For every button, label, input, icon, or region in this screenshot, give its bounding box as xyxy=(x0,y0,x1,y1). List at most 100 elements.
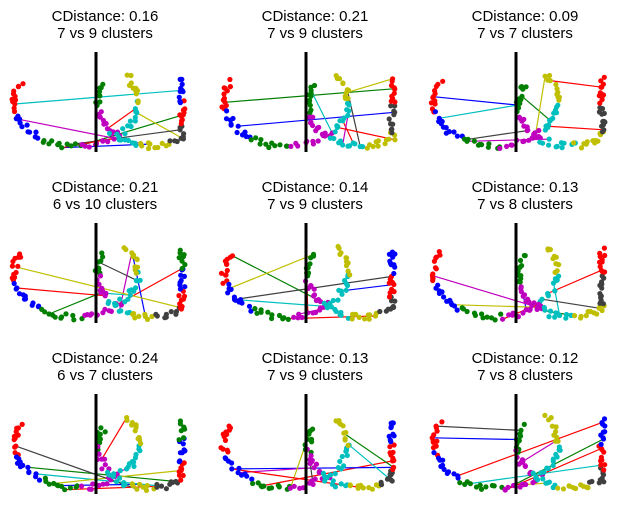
data-point xyxy=(547,480,552,485)
data-point xyxy=(541,470,546,475)
data-point xyxy=(553,429,558,434)
data-point xyxy=(509,142,514,147)
data-point xyxy=(457,480,462,485)
data-point xyxy=(598,90,603,95)
data-point xyxy=(41,140,46,145)
data-point xyxy=(25,465,30,470)
data-point xyxy=(500,317,505,322)
scatter-plot xyxy=(420,171,630,342)
data-point xyxy=(441,125,446,130)
data-point xyxy=(331,136,336,141)
chart-panel-7: CDistance: 0.24 6 vs 7 clusters xyxy=(0,342,210,513)
data-points xyxy=(10,73,188,152)
data-point xyxy=(518,258,523,263)
data-point xyxy=(370,487,375,492)
data-point xyxy=(178,77,183,82)
data-point xyxy=(472,311,477,316)
chart-panel-3: CDistance: 0.09 7 vs 7 clusters xyxy=(420,0,630,171)
data-point xyxy=(390,79,395,84)
data-point xyxy=(269,316,274,321)
data-point xyxy=(390,432,395,437)
data-point xyxy=(572,313,577,318)
data-point xyxy=(529,303,534,308)
data-point xyxy=(316,138,321,143)
data-point xyxy=(348,482,353,487)
data-point xyxy=(343,436,348,441)
data-point xyxy=(220,281,225,286)
data-point xyxy=(308,108,313,113)
data-point xyxy=(35,136,40,141)
data-point xyxy=(519,460,524,465)
data-point xyxy=(388,450,393,455)
data-point xyxy=(136,98,141,103)
data-point xyxy=(299,315,304,320)
data-point xyxy=(154,482,159,487)
data-point xyxy=(540,476,545,481)
data-point xyxy=(361,485,366,490)
data-point xyxy=(391,304,396,309)
data-point xyxy=(99,466,104,471)
data-point xyxy=(147,142,152,147)
data-point xyxy=(331,298,336,303)
data-point xyxy=(547,137,552,142)
data-point xyxy=(388,477,393,482)
data-point xyxy=(547,73,552,78)
data-point xyxy=(122,245,127,250)
connector-line xyxy=(102,418,127,460)
data-point xyxy=(564,312,569,317)
data-points xyxy=(10,245,188,322)
data-point xyxy=(122,131,127,136)
scatter-plot xyxy=(210,0,420,171)
data-point xyxy=(341,463,346,468)
data-point xyxy=(333,471,338,476)
data-point xyxy=(550,116,555,121)
data-point xyxy=(343,430,348,435)
data-point xyxy=(335,298,340,303)
data-point xyxy=(357,315,362,320)
connector-line xyxy=(546,126,604,130)
data-point xyxy=(179,466,184,471)
data-point xyxy=(333,129,338,134)
data-point xyxy=(431,450,436,455)
data-point xyxy=(97,93,102,98)
data-point xyxy=(15,264,20,269)
data-point xyxy=(169,479,174,484)
data-point xyxy=(586,309,591,314)
data-point xyxy=(602,111,607,116)
data-point xyxy=(598,264,603,269)
connector-line xyxy=(344,433,394,467)
data-point xyxy=(548,309,553,314)
data-point xyxy=(53,315,58,320)
data-point xyxy=(179,278,184,283)
data-point xyxy=(600,106,605,111)
connector-line xyxy=(468,131,527,140)
scatter-plot xyxy=(210,342,420,513)
data-point xyxy=(555,103,560,108)
data-point xyxy=(520,87,525,92)
data-point xyxy=(539,297,544,302)
data-point xyxy=(105,139,110,144)
data-point xyxy=(181,131,186,136)
data-point xyxy=(98,273,103,278)
data-point xyxy=(377,309,382,314)
data-point xyxy=(333,484,338,489)
data-point xyxy=(490,483,495,488)
data-point xyxy=(104,481,109,486)
data-point xyxy=(117,309,122,314)
data-point xyxy=(346,269,351,274)
data-point xyxy=(392,110,397,115)
data-point xyxy=(249,137,254,142)
data-point xyxy=(133,452,138,457)
data-point xyxy=(111,474,116,479)
data-point xyxy=(340,80,345,85)
data-point xyxy=(483,484,488,489)
connector-line xyxy=(17,288,105,296)
data-point xyxy=(137,435,142,440)
data-point xyxy=(578,315,583,320)
chart-panel-8: CDistance: 0.13 7 vs 9 clusters xyxy=(210,342,420,513)
data-point xyxy=(464,139,469,144)
data-point xyxy=(102,457,107,462)
data-point xyxy=(308,255,313,260)
data-point xyxy=(37,478,42,483)
data-point xyxy=(597,251,602,256)
